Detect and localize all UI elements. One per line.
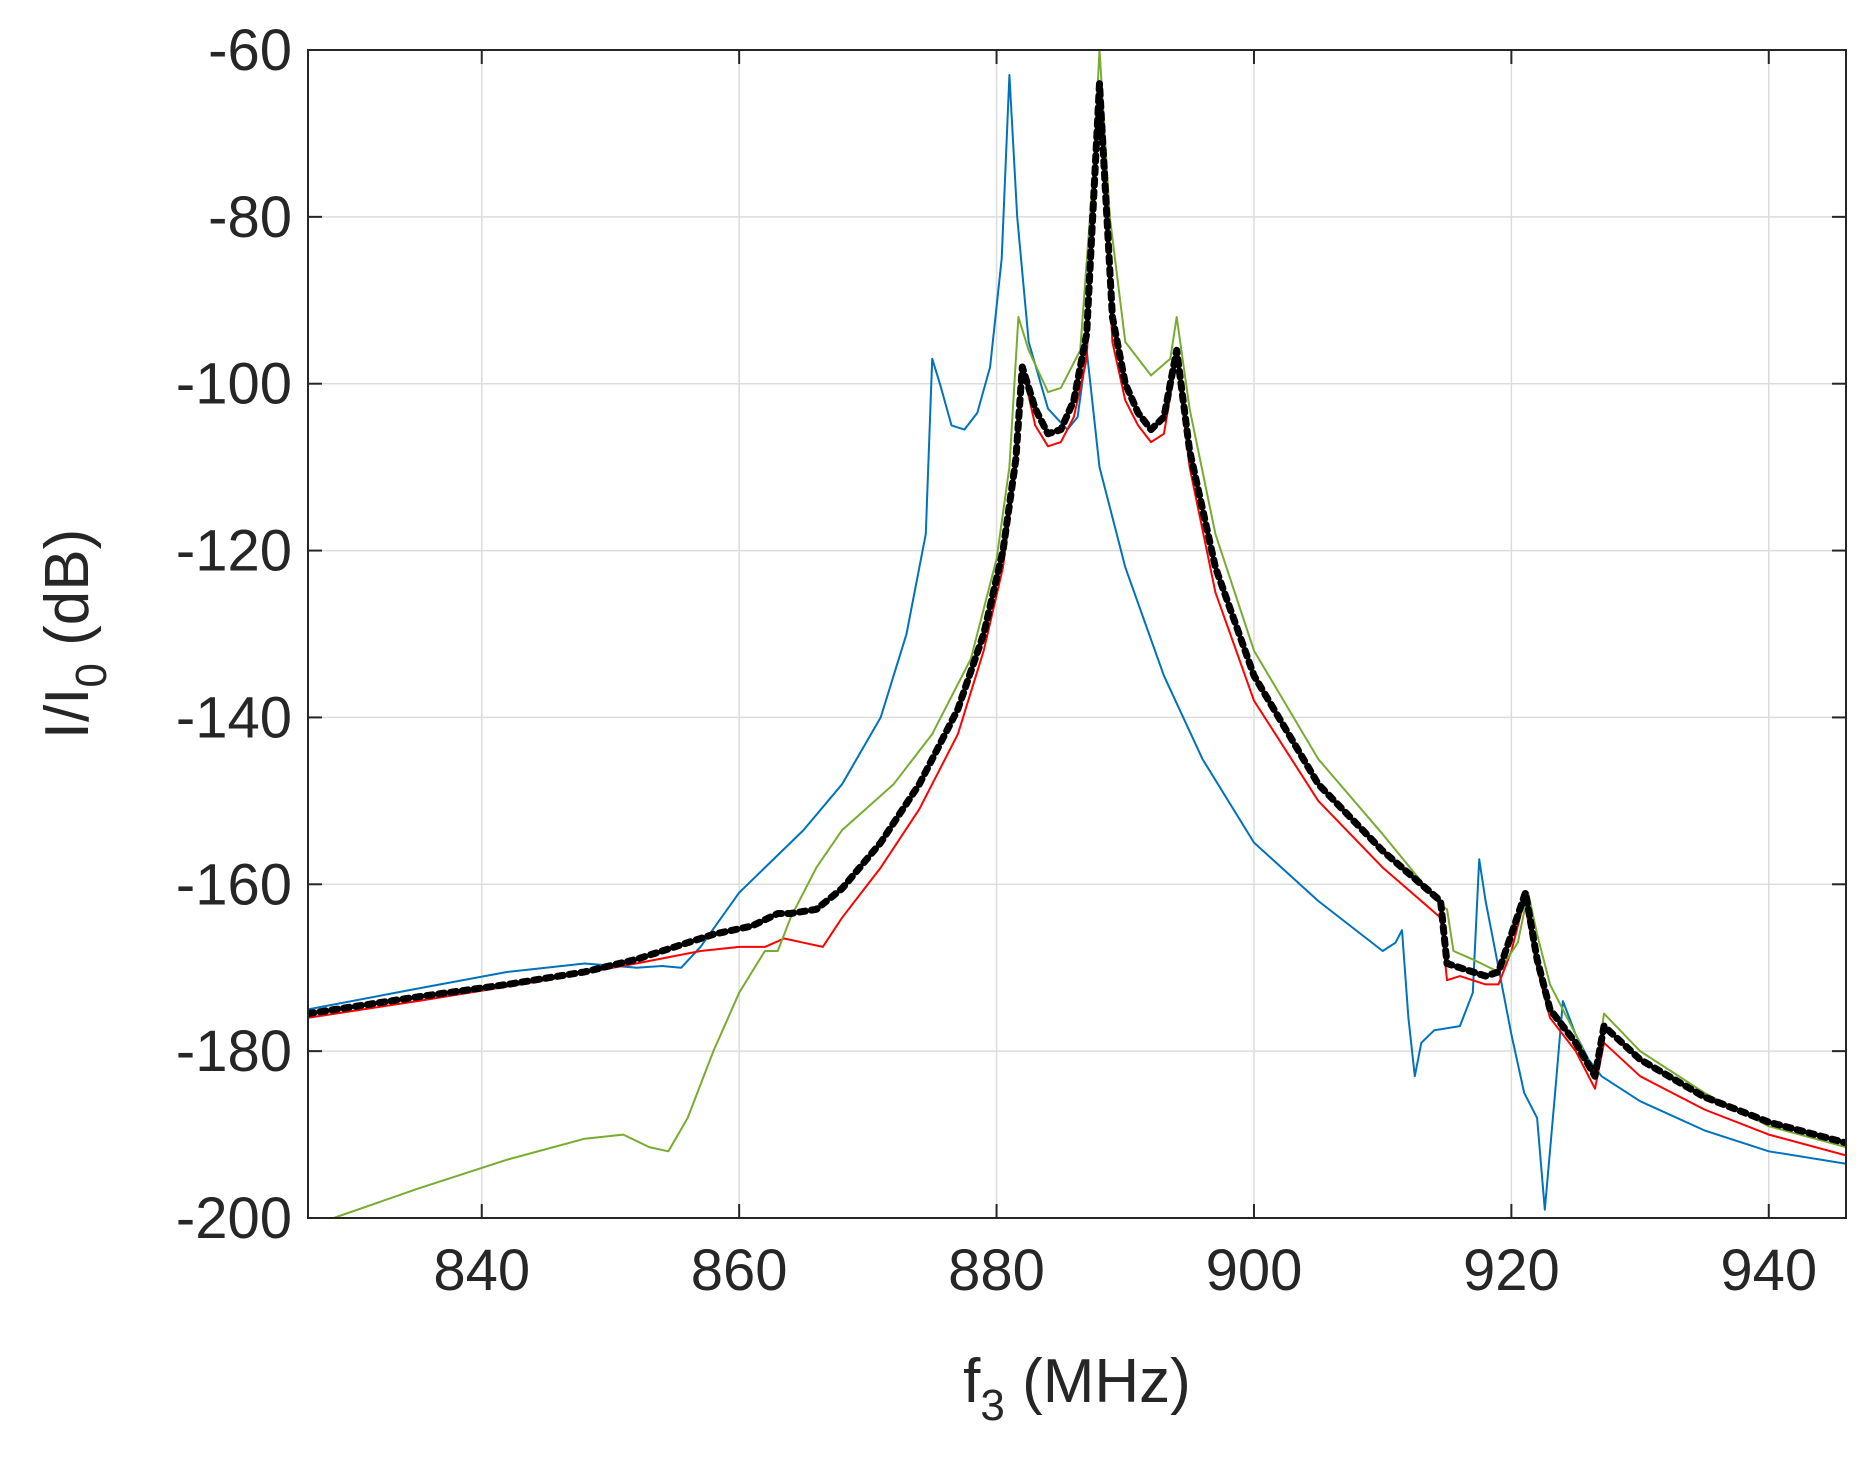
- x-axis-label-main: f: [963, 1347, 981, 1416]
- x-axis-label-subscript: 3: [980, 1381, 1004, 1430]
- y-axis-label-main: I/I: [33, 688, 102, 740]
- data-series: [308, 50, 1846, 1218]
- x-tick-label: 940: [1720, 1238, 1817, 1303]
- y-tick-label: -200: [176, 1186, 292, 1251]
- x-tick-label: 900: [1206, 1238, 1303, 1303]
- y-tick-label: -100: [176, 352, 292, 417]
- y-axis-label-unit: (dB): [33, 529, 102, 663]
- y-tick-label: -140: [176, 685, 292, 750]
- y-tick-label: -80: [208, 185, 292, 250]
- black-dotted-series-line: [308, 79, 1846, 1147]
- x-axis-label-unit: (MHz): [1005, 1347, 1191, 1416]
- y-axis-label: I/I0 (dB): [33, 529, 116, 740]
- x-tick-label: 860: [691, 1238, 788, 1303]
- x-tick-label: 880: [948, 1238, 1045, 1303]
- y-tick-labels: -60 -80 -100 -120 -140 -160 -180 -200: [176, 18, 292, 1251]
- plot-background: [308, 50, 1846, 1218]
- y-tick-label: -60: [208, 18, 292, 83]
- y-tick-label: -160: [176, 852, 292, 917]
- tick-marks: [308, 49, 1846, 1219]
- plot-frame: [307, 49, 1847, 1219]
- x-axis-label: f3 (MHz): [963, 1347, 1191, 1430]
- x-tick-label: 920: [1463, 1238, 1560, 1303]
- y-tick-label: -180: [176, 1019, 292, 1084]
- y-axis-label-subscript: 0: [67, 663, 116, 687]
- blue-series-line: [308, 74, 1846, 1211]
- x-tick-labels: 840 860 880 900 920 940: [433, 1238, 1817, 1303]
- x-tick-label: 840: [433, 1238, 530, 1303]
- y-tick-label: -120: [176, 519, 292, 584]
